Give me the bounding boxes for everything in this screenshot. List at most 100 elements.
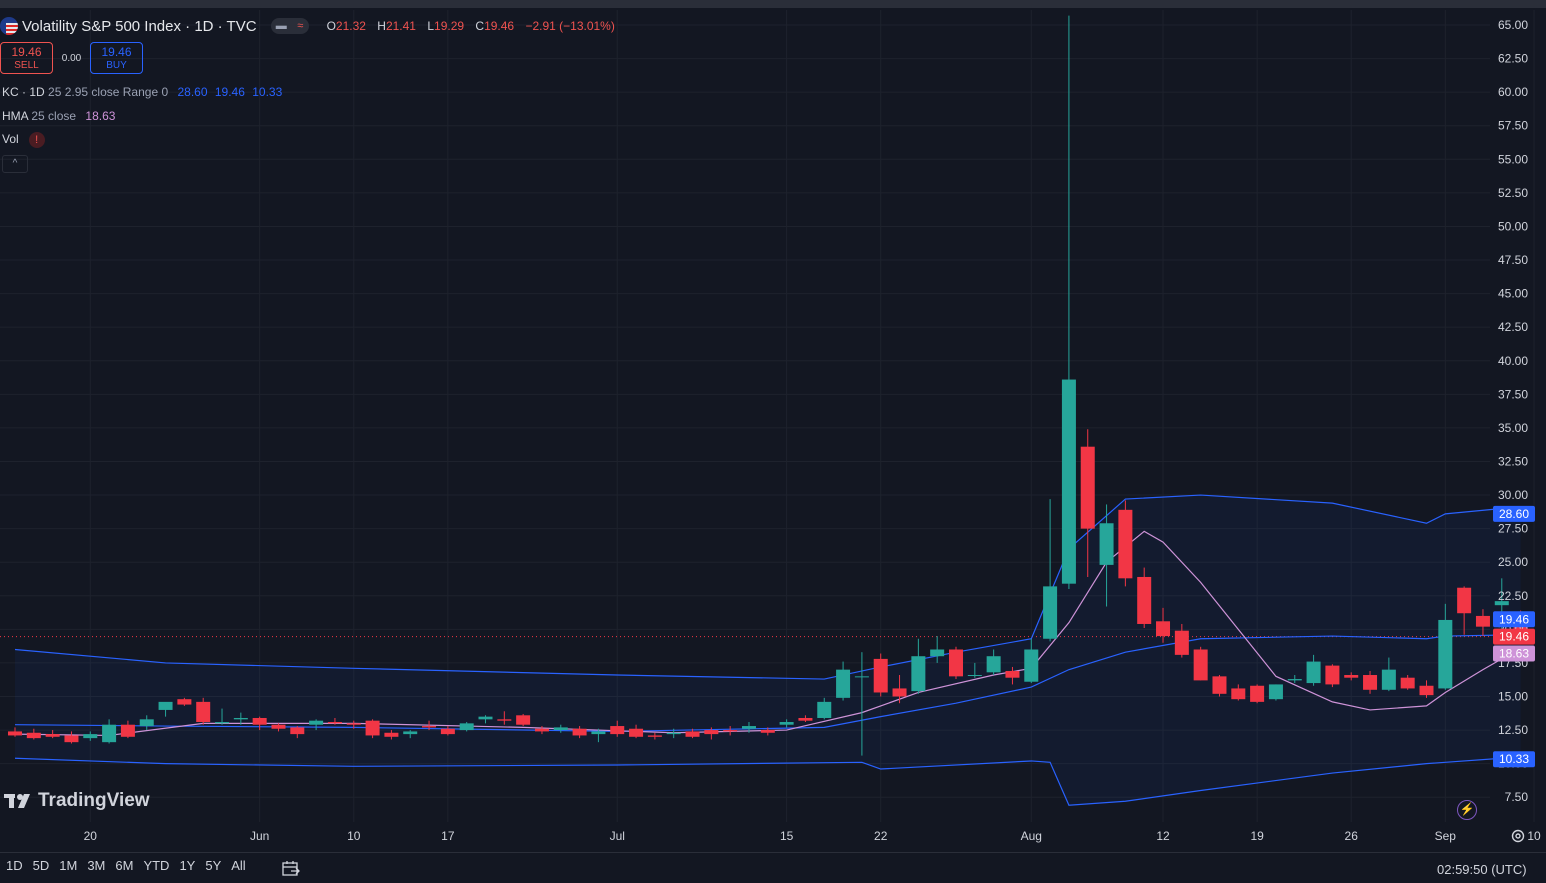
range-5y[interactable]: 5Y [205,858,222,873]
hma-price-tag [1493,645,1535,662]
candle-body [26,732,41,739]
candle-body [553,727,568,731]
range-ytd[interactable]: YTD [143,858,170,873]
kc-lower-line [14,757,1521,806]
collapse-legend-button[interactable]: ^ [2,155,28,173]
candle-body [1268,684,1283,700]
warning-icon[interactable]: ! [28,132,45,148]
kc-upper-price-tag [1493,505,1535,522]
range-5d[interactable]: 5D [32,858,50,873]
candle-body [1381,669,1396,690]
x-tick-label: 26 [1345,829,1359,843]
candle-body [723,730,738,732]
y-tick-label: 35.00 [1498,421,1528,435]
candle-body [666,732,681,735]
legend-toggle-pill[interactable]: ▬ ≈ [270,18,309,34]
candle-body [572,728,587,736]
x-tick-label: 10 [347,829,361,843]
candle-body [779,722,794,725]
tradingview-icon [4,794,30,808]
kc-upper-value: 28.60 [177,85,208,99]
kc-upper-price-tag-text: 28.60 [1499,507,1529,521]
us-flag-icon [0,17,18,35]
candle-body [1137,576,1152,624]
x-tick-label: Sep [1435,829,1457,843]
candle-body [1024,649,1039,682]
high-value: 21.41 [385,19,416,33]
range-1m[interactable]: 1M [59,858,78,873]
bottom-toolbar [0,852,1546,883]
lightning-icon[interactable]: ⚡ [1457,800,1477,820]
candle-body [1231,688,1246,700]
hma-price-tag-text: 18.63 [1499,647,1529,661]
candle-body [422,726,437,728]
y-tick-label: 15.00 [1498,690,1528,704]
open-value: 21.32 [335,19,366,33]
y-tick-label: 7.50 [1505,790,1529,804]
y-tick-label: 27.50 [1498,522,1528,536]
x-tick-label: Jul [610,829,625,843]
candle-body [1419,685,1434,696]
candle-body [1174,630,1189,655]
candle-body [873,658,888,693]
buy-button[interactable]: 19.46 BUY [90,42,143,74]
candle-body [1438,619,1453,689]
candle-body [1250,685,1265,702]
symbol-title[interactable]: Volatility S&P 500 Index · 1D · TVC [22,17,257,35]
y-tick-label: 25.00 [1498,555,1528,569]
candle-body [930,649,945,657]
candle-body [233,717,248,720]
approx-icon: ≈ [297,20,304,32]
goto-date-icon[interactable] [282,860,300,876]
candle-body [365,720,380,736]
x-tick-label: 22 [874,829,888,843]
kc-indicator-legend[interactable]: KC · 1D 25 2.95 close Range 0 28.60 19.4… [2,85,283,99]
candle-body [459,723,474,731]
candle-body [1325,665,1340,685]
candle-body [836,669,851,698]
candle-body [1475,615,1490,627]
range-3m[interactable]: 3M [87,858,106,873]
buy-price: 19.46 [101,45,132,59]
candle-body [215,722,230,724]
candle-body [252,717,267,725]
ohlc-values: O21.32 H21.41 L19.29 C19.46 −2.91 (−13.0… [326,19,615,33]
candle-body [177,699,192,705]
price-tag-blue-text: 19.46 [1499,612,1529,626]
top-divider [0,0,1546,8]
volume-indicator-legend[interactable]: Vol! [2,132,45,148]
candle-body [1400,677,1415,689]
hma-indicator-legend[interactable]: HMA 25 close 18.63 [2,109,116,123]
y-tick-label: 55.00 [1498,152,1528,166]
range-all[interactable]: All [231,858,246,873]
candle-body [384,732,399,737]
candle-body [1212,676,1227,694]
time-range-selector: 1D 5D 1M 3M 6M YTD 1Y 5Y All [6,858,256,873]
hma-value: 18.63 [85,109,116,123]
utc-clock[interactable]: 02:59:50 (UTC) [1437,862,1527,877]
price-tag-blue [1493,611,1535,628]
range-1y[interactable]: 1Y [179,858,196,873]
sell-button[interactable]: 19.46 SELL [0,42,53,74]
candle-body [1156,621,1171,637]
y-tick-label: 47.50 [1498,253,1528,267]
candle-body [1457,587,1472,614]
candle-body [45,734,60,737]
candle-body [892,688,907,697]
x-tick-label: 19 [1250,829,1264,843]
x-tick-label: Jun [250,829,269,843]
range-6m[interactable]: 6M [115,858,134,873]
candle-body [1118,509,1133,579]
candle-body [8,731,22,736]
minus-icon: ▬ [275,20,287,32]
y-tick-label: 62.50 [1498,52,1528,66]
range-1d[interactable]: 1D [6,858,23,873]
candle-body [1306,661,1321,684]
close-value: 19.46 [484,19,515,33]
gear-icon[interactable] [1510,828,1526,844]
price-chart[interactable]: 7.5010.0012.5015.0017.5020.0022.5025.002… [0,0,1546,852]
candle-body [591,731,606,735]
candle-body [1099,523,1114,565]
candle-body [83,734,98,739]
sell-label: SELL [14,60,39,71]
